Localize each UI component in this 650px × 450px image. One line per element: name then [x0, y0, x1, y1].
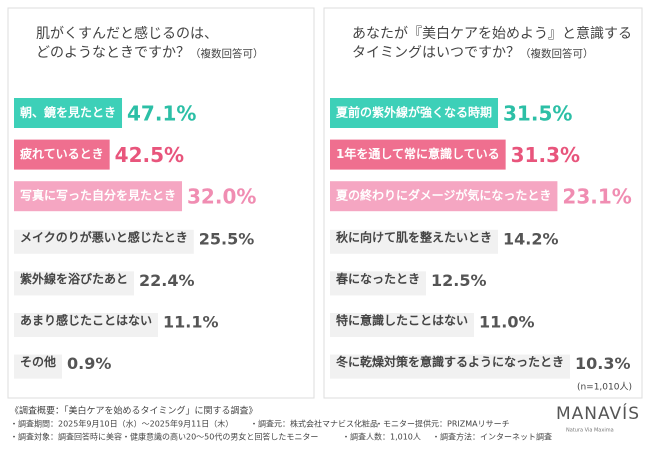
category-label: 紫外線を浴びたあと — [20, 271, 128, 286]
footer-item: ・調査元：株式会社マナビス化粧品 — [250, 419, 378, 429]
bar — [14, 271, 135, 296]
footer-item: ・調査対象：調査回答時に美容・健康意識の高い20～50代の男女と回答したモニター — [10, 432, 318, 442]
value-label: 12.5% — [431, 271, 487, 290]
chart-title: どのようなときですか？ — [36, 45, 190, 61]
bar — [330, 271, 427, 296]
category-label: メイクのりが悪いと感じたとき — [20, 229, 188, 244]
bar — [14, 98, 123, 128]
footer-item: ・調査期間：2025年9月10日（水）～2025年9月11日（木） — [10, 419, 233, 429]
value-label: 0.9% — [67, 354, 111, 373]
chart-title: 肌がくすんだと感じるのは、 — [36, 25, 218, 42]
bar — [330, 139, 506, 170]
value-label: 42.5% — [115, 143, 184, 167]
bar — [14, 139, 110, 170]
logo: MANAVÍS — [556, 402, 640, 424]
logo-tagline: Natura Via Maxima — [566, 428, 614, 434]
category-label: 特に意識したことはない — [336, 313, 468, 328]
bar — [14, 181, 183, 212]
category-label: 疲れているとき — [20, 146, 104, 161]
chart-subtitle: （複数回答可） — [520, 47, 594, 60]
footer-item: ・調査方法：インターネット調査 — [432, 432, 552, 442]
value-label: 23.1% — [562, 185, 631, 209]
bar — [330, 354, 571, 379]
bar — [330, 313, 475, 337]
bar — [330, 98, 499, 128]
value-label: 31.5% — [503, 102, 572, 126]
bar — [14, 313, 159, 337]
category-label: その他 — [20, 354, 56, 369]
value-label: 10.3% — [575, 354, 631, 373]
sample-note: (n=1,010人) — [577, 382, 632, 393]
bar — [330, 181, 558, 212]
category-label: 夏の終わりにダメージが気になったとき — [336, 188, 551, 203]
value-label: 31.3% — [511, 143, 580, 167]
chart-subtitle: （複数回答可） — [190, 47, 264, 60]
value-label: 32.0% — [187, 185, 256, 209]
category-label: 夏前の紫外線が強くなる時期 — [336, 105, 492, 120]
bar — [330, 229, 499, 254]
category-label: 1年を通して常に意識している — [336, 146, 500, 161]
category-label: 春になったとき — [335, 271, 420, 286]
footer-item: ・調査人数：1,010人 — [342, 432, 421, 442]
value-label: 14.2% — [503, 229, 559, 248]
value-label: 11.0% — [479, 313, 535, 332]
category-label: 冬に乾燥対策を意識するようになったとき — [336, 354, 564, 369]
value-label: 47.1% — [127, 102, 196, 126]
bar — [14, 354, 63, 379]
category-label: 秋に向けて肌を整えたいとき — [336, 229, 492, 244]
chart-title: あなたが『美白ケアを始めよう』と意識する — [352, 25, 632, 42]
bar — [14, 229, 194, 254]
category-label: 写真に写った自分を見たとき — [20, 188, 176, 203]
value-label: 11.1% — [163, 313, 219, 332]
category-label: 朝、鏡を見たとき — [20, 105, 116, 120]
chart-title: タイミングはいつですか？ — [352, 45, 520, 61]
value-label: 22.4% — [139, 271, 195, 290]
footer-heading: 《調査概要：「美白ケアを始めるタイミング」に関する調査》 — [10, 405, 258, 417]
value-label: 25.5% — [199, 229, 255, 248]
category-label: あまり感じたことはない — [20, 313, 152, 328]
footer-item: ・モニター提供元：PRIZMAリサーチ — [375, 419, 510, 429]
